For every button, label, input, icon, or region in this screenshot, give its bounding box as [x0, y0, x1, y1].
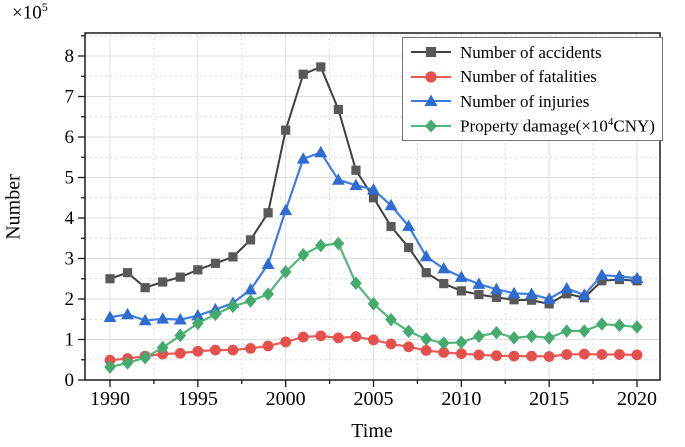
y-tick-label: 2 — [65, 289, 75, 310]
x-tick-label: 2020 — [617, 388, 657, 410]
legend-label: Number of accidents — [460, 42, 602, 62]
legend-item-injuries: Number of injuries — [409, 89, 658, 114]
legend-item-accidents: Number of accidents — [409, 40, 658, 65]
y-tick-label: 7 — [65, 87, 75, 108]
legend-diamond-marker-icon — [411, 119, 451, 133]
series-diamond — [104, 236, 643, 374]
x-axis-label: Time — [351, 420, 393, 442]
triangle-marker-icon — [424, 94, 438, 107]
legend-triangle-marker-icon — [411, 94, 451, 107]
legend-square-marker-icon — [411, 47, 451, 58]
x-tick-label: 2015 — [529, 388, 569, 410]
y-tick-label: 1 — [65, 330, 75, 351]
y-tick-label: 3 — [65, 249, 75, 270]
legend-label: Number of fatalities — [460, 67, 597, 87]
legend-label: Number of injuries — [460, 91, 590, 111]
legend-item-property-damage: Property damage(×104CNY) — [409, 114, 658, 139]
y-tick-label: 6 — [65, 127, 75, 148]
legend-label: Property damage(×104CNY) — [460, 115, 655, 136]
axis-ticks — [78, 35, 638, 387]
y-axis-multiplier: ×105 — [12, 0, 48, 24]
legend-item-fatalities: Number of fatalities — [409, 65, 658, 90]
diamond-marker-icon — [425, 119, 437, 133]
x-tick-label: 2010 — [441, 388, 481, 410]
y-tick-label: 8 — [65, 46, 75, 67]
x-tick-label: 1990 — [90, 388, 130, 410]
square-marker-icon — [426, 47, 436, 58]
y-axis-label: Number — [2, 174, 25, 240]
series-circle — [104, 330, 643, 366]
y-tick-label: 0 — [65, 370, 75, 391]
legend: Number of accidents Number of fatalities… — [402, 37, 663, 141]
x-tick-label: 2005 — [354, 388, 394, 410]
x-tick-label: 2000 — [266, 388, 306, 410]
legend-circle-marker-icon — [411, 71, 451, 83]
series-triangle — [103, 145, 644, 326]
plot-border — [84, 32, 661, 381]
circle-marker-icon — [425, 71, 437, 83]
tick-labels: 0 1 2 3 4 5 6 7 8 1990 1995 2000 2005 2010 2015 2020 — [65, 46, 658, 410]
y-tick-label: 4 — [65, 208, 75, 229]
x-tick-label: 1995 — [178, 388, 218, 410]
y-tick-label: 5 — [65, 168, 75, 189]
